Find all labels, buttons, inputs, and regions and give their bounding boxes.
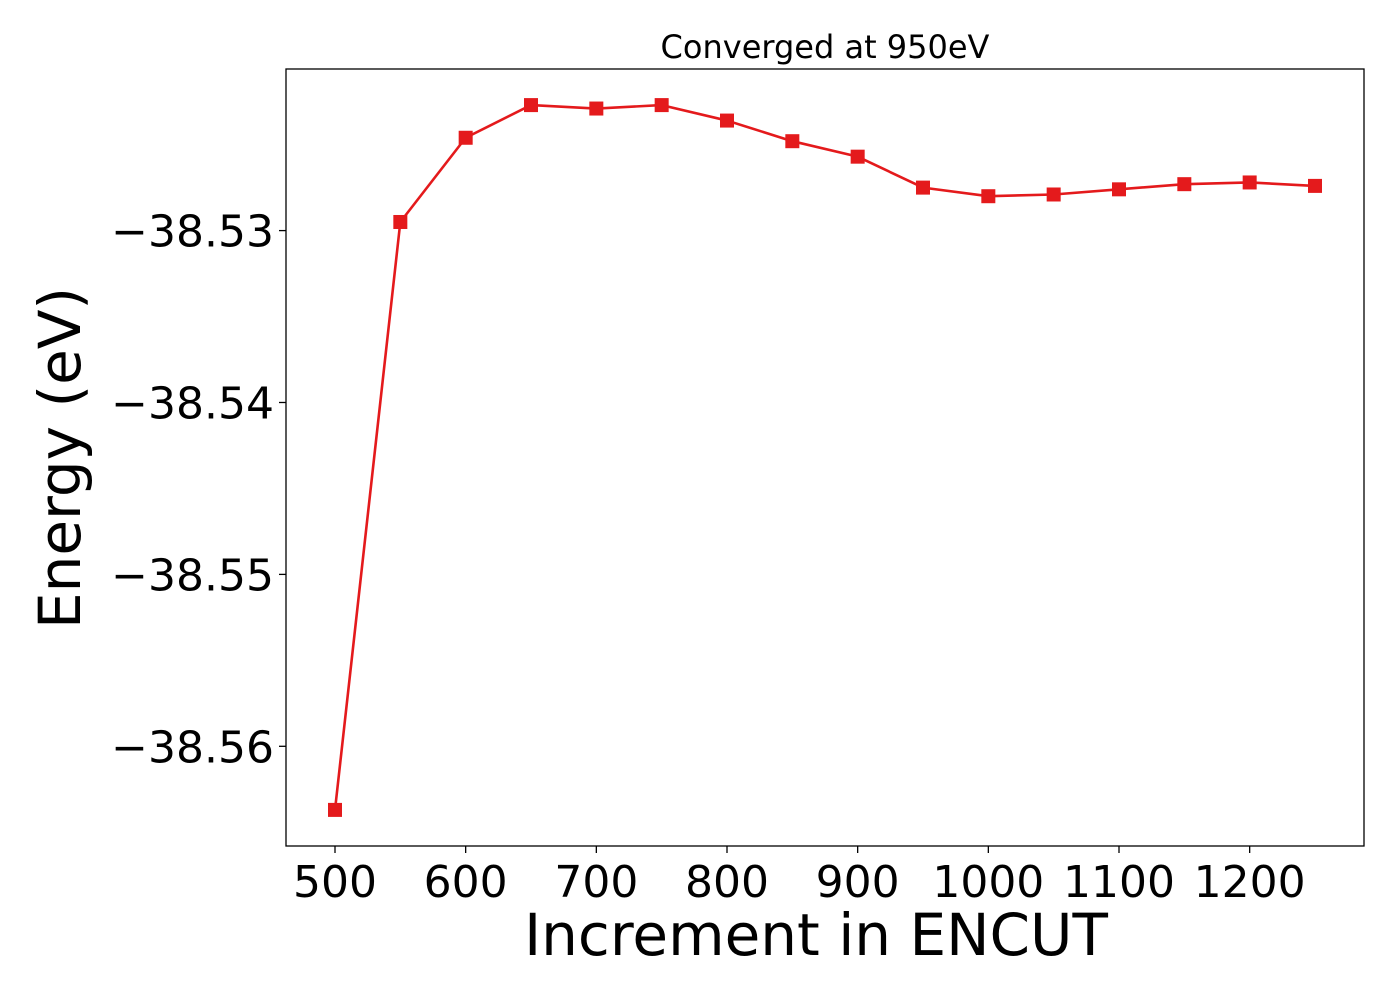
y-tick-label: −38.54 <box>111 378 274 429</box>
x-tick-label: 900 <box>816 857 900 908</box>
plot-area <box>328 98 1322 817</box>
data-point-marker <box>850 149 865 164</box>
data-point-marker <box>654 98 669 113</box>
y-axis: −38.53 −38.54 −38.55 −38.56 <box>111 207 286 773</box>
x-axis-title: Increment in ENCUT <box>524 901 1108 969</box>
data-point-marker <box>589 101 604 116</box>
plot-frame <box>285 68 1365 847</box>
data-point-marker <box>328 802 342 817</box>
x-tick-label: 700 <box>554 857 638 908</box>
data-point-marker <box>458 130 473 145</box>
x-tick-label: 1100 <box>1063 857 1175 908</box>
data-point-marker <box>1177 177 1192 192</box>
chart-title: Converged at 950eV <box>661 28 990 66</box>
data-point-marker <box>1112 182 1126 197</box>
data-point-marker <box>1242 175 1257 190</box>
data-point-marker <box>524 98 538 113</box>
x-tick-label: 1200 <box>1194 857 1306 908</box>
x-axis: 500 600 700 800 900 1000 1100 1200 <box>293 846 1306 908</box>
data-point-marker <box>981 189 996 204</box>
y-tick-label: −38.53 <box>111 207 274 258</box>
data-point-marker <box>916 180 930 195</box>
x-tick-label: 600 <box>424 857 508 908</box>
data-point-marker <box>1046 187 1061 202</box>
data-point-marker <box>720 113 734 128</box>
y-tick-label: −38.55 <box>111 550 274 601</box>
data-point-marker <box>393 214 408 229</box>
x-tick-label: 1000 <box>932 857 1044 908</box>
y-axis-title: Energy (eV) <box>26 287 94 629</box>
data-point-marker <box>785 134 800 149</box>
x-tick-label: 800 <box>685 857 769 908</box>
x-tick-label: 500 <box>293 857 377 908</box>
data-point-marker <box>1308 178 1322 193</box>
y-tick-label: −38.56 <box>111 722 274 773</box>
series-line-0 <box>333 103 1316 811</box>
